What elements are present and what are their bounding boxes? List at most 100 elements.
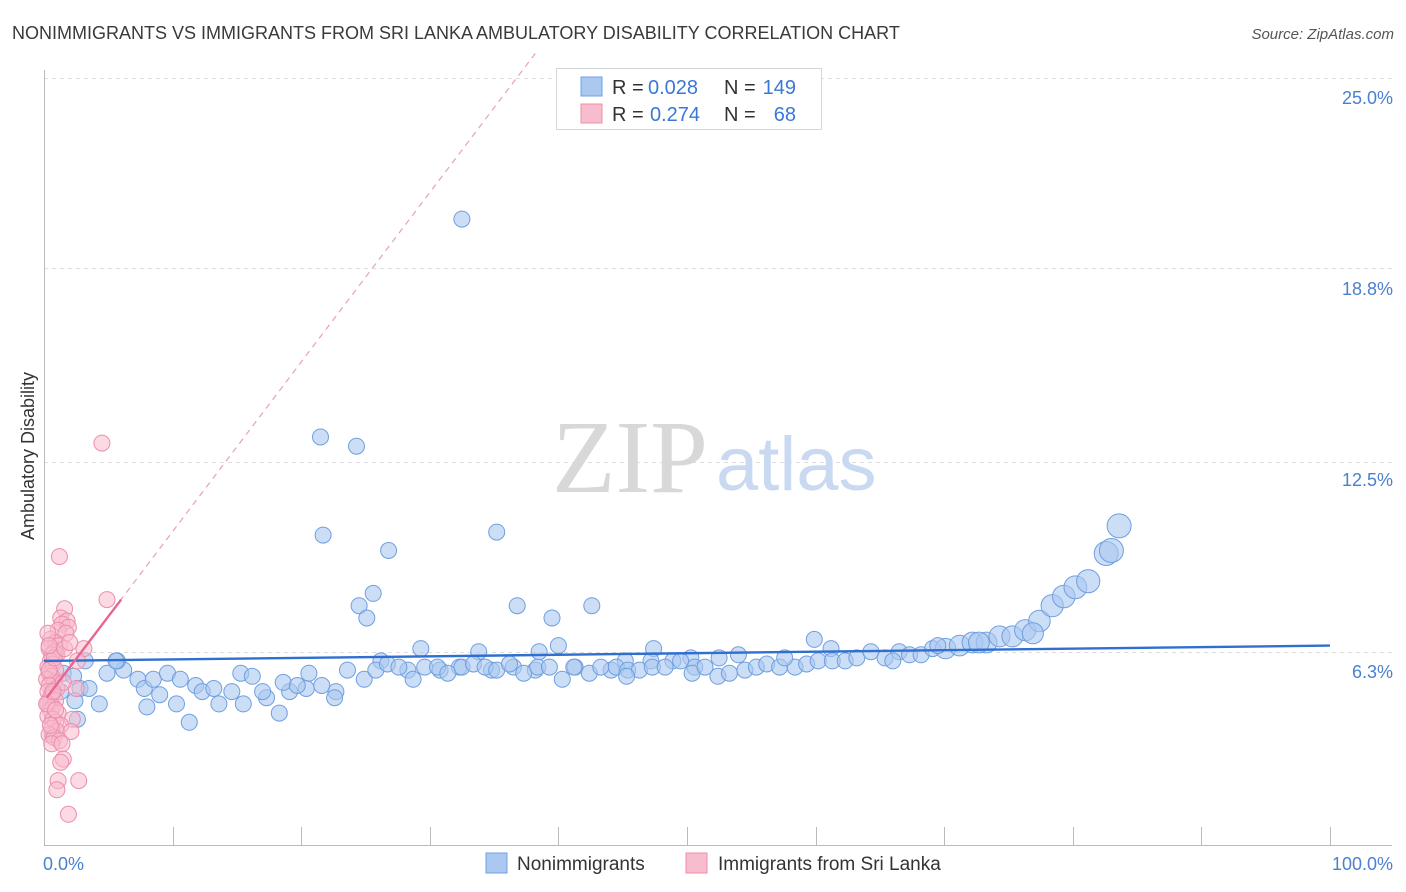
nonimmigrants-point [884, 652, 902, 670]
legend-n-label: N = [724, 77, 756, 99]
grid [44, 78, 1392, 653]
y-axis-label: Ambulatory Disability [18, 372, 38, 540]
immigrants-point [61, 634, 79, 651]
nonimmigrants-point [1106, 513, 1132, 539]
nonimmigrants-point [350, 597, 368, 615]
nonimmigrants-point [672, 652, 690, 670]
nonimmigrants-point [404, 670, 422, 688]
chart-source: Source: ZipAtlas.com [1251, 26, 1394, 43]
immigrants-point [70, 772, 88, 790]
immigrants-points [38, 434, 116, 823]
immigrants-point [52, 753, 70, 771]
nonimmigrants-point [274, 673, 292, 691]
immigrants-trend-line [45, 598, 123, 699]
nonimmigrants-point [151, 686, 169, 704]
nonimmigrants-point [234, 695, 252, 713]
nonimmigrants-point [205, 680, 223, 697]
nonimmigrants-point [313, 677, 331, 694]
nonimmigrants-point [210, 695, 228, 713]
immigrants-trend-extension [46, 53, 536, 699]
nonimmigrants-point [565, 658, 583, 676]
nonimmigrants-point [326, 689, 344, 707]
legend-r-value: 0.274 [650, 104, 700, 126]
y-tick-label: 12.5% [1342, 470, 1393, 490]
watermark-zip: ZIP [552, 400, 708, 515]
nonimmigrants-point [508, 597, 526, 615]
nonimmigrants-point [243, 667, 261, 685]
immigrants-point [48, 781, 66, 799]
nonimmigrants-point [288, 677, 306, 694]
y-tick-label: 6.3% [1352, 662, 1393, 682]
nonimmigrants-point [439, 664, 457, 682]
nonimmigrants-point [223, 683, 241, 701]
nonimmigrants-point [355, 670, 373, 688]
nonimmigrants-point [358, 609, 376, 627]
legend-n-value: 68 [774, 104, 796, 126]
nonimmigrants-point [549, 637, 567, 655]
nonimmigrants-point [364, 584, 382, 602]
legend-r-value: 0.028 [648, 77, 698, 99]
nonimmigrants-point [720, 664, 738, 682]
nonimmigrants-point [1021, 622, 1044, 645]
x-ticks [44, 827, 1331, 845]
nonimmigrants-point [453, 210, 471, 228]
nonimmigrants-point [300, 664, 318, 682]
series-legend-swatch-nonimmigrants [485, 852, 508, 874]
nonimmigrants-point [805, 630, 823, 648]
nonimmigrants-point [540, 658, 558, 676]
nonimmigrants-point [348, 437, 365, 455]
nonimmigrants-point [618, 667, 636, 685]
immigrants-point [59, 805, 77, 823]
nonimmigrants-point [553, 670, 571, 688]
y-tick-label: 25.0% [1342, 88, 1393, 108]
immigrants-point [41, 716, 59, 734]
nonimmigrants-point [90, 695, 108, 713]
stats-legend: R = 0.028 N = 149 R = 0.274 N = 68 [556, 68, 822, 130]
nonimmigrants-point [144, 670, 162, 688]
legend-r-label: R = [612, 77, 644, 99]
nonimmigrants-point [380, 542, 398, 559]
legend-swatch-nonimmigrants [580, 76, 603, 97]
nonimmigrants-point [592, 658, 610, 676]
series-legend-label-immigrants: Immigrants from Sri Lanka [718, 854, 941, 875]
nonimmigrants-point [171, 670, 189, 688]
legend-n-value: 149 [763, 77, 796, 99]
nonimmigrants-point [848, 649, 866, 667]
nonimmigrants-point [390, 658, 408, 676]
y-tick-labels: 6.3% 12.5% 18.8% 25.0% [1342, 88, 1393, 682]
series-legend: Nonimmigrants Immigrants from Sri Lanka [485, 852, 941, 875]
nonimmigrants-point [501, 655, 518, 673]
immigrants-point [62, 723, 80, 740]
immigrants-point [93, 434, 111, 452]
x-tick-label-min: 0.0% [43, 854, 84, 874]
nonimmigrants-point [270, 704, 288, 722]
immigrants-point [40, 637, 58, 655]
nonimmigrants-point [530, 643, 548, 661]
nonimmigrants-point [339, 661, 356, 679]
nonimmigrants-point [583, 597, 601, 615]
legend-n-label: N = [724, 104, 756, 126]
nonimmigrants-point [515, 664, 533, 682]
legend-swatch-immigrants [580, 103, 603, 124]
nonimmigrants-point [98, 664, 116, 682]
nonimmigrants-point [254, 683, 272, 701]
nonimmigrants-point [138, 698, 156, 716]
nonimmigrants-point [168, 695, 185, 713]
immigrants-point [50, 548, 68, 566]
immigrants-point [98, 591, 116, 609]
nonimmigrants-point [729, 646, 747, 664]
nonimmigrants-trend-line [43, 644, 1331, 663]
series-legend-label-nonimmigrants: Nonimmigrants [517, 854, 645, 875]
nonimmigrants-point [543, 609, 561, 627]
nonimmigrants-point [314, 526, 332, 544]
nonimmigrants-point [312, 428, 329, 446]
series-legend-swatch-immigrants [685, 852, 708, 874]
y-tick-label: 18.8% [1342, 279, 1393, 299]
nonimmigrants-point [968, 631, 990, 654]
immigrants-point [53, 735, 71, 753]
nonimmigrants-point [776, 649, 794, 667]
watermark-atlas: atlas [716, 422, 877, 507]
chart-title: NONIMMIGRANTS VS IMMIGRANTS FROM SRI LAN… [12, 23, 900, 43]
nonimmigrants-point [696, 658, 714, 676]
